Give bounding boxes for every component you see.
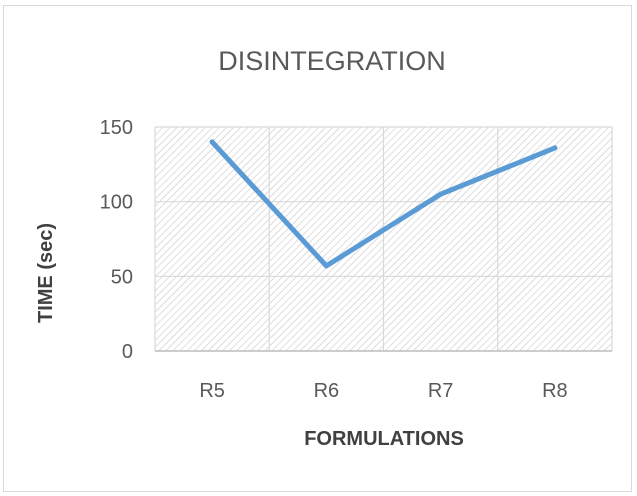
x-axis-ticks: R5 R6 R7 R8 [199,380,567,402]
y-axis-title: TIME (sec) [35,223,57,323]
chart-title: DISINTEGRATION [218,46,446,76]
y-tick-label: 50 [111,266,133,288]
x-tick-label-r7: R7 [428,380,454,402]
y-axis-ticks: 0 50 100 150 [100,117,133,363]
y-tick-label: 100 [100,192,133,214]
x-tick-label-r5: R5 [199,380,225,402]
data-point-r6 [323,263,329,269]
series-group [209,139,558,269]
series-line-0 [209,139,558,269]
x-tick-label-r6: R6 [314,380,340,402]
x-axis-title: FORMULATIONS [304,428,464,450]
y-tick-label: 0 [122,341,133,363]
data-point-r8 [552,145,558,151]
data-point-r5 [209,139,215,145]
y-tick-label: 150 [100,117,133,139]
gridlines [154,126,613,352]
x-tick-label-r8: R8 [542,380,568,402]
data-point-r7 [438,191,444,197]
